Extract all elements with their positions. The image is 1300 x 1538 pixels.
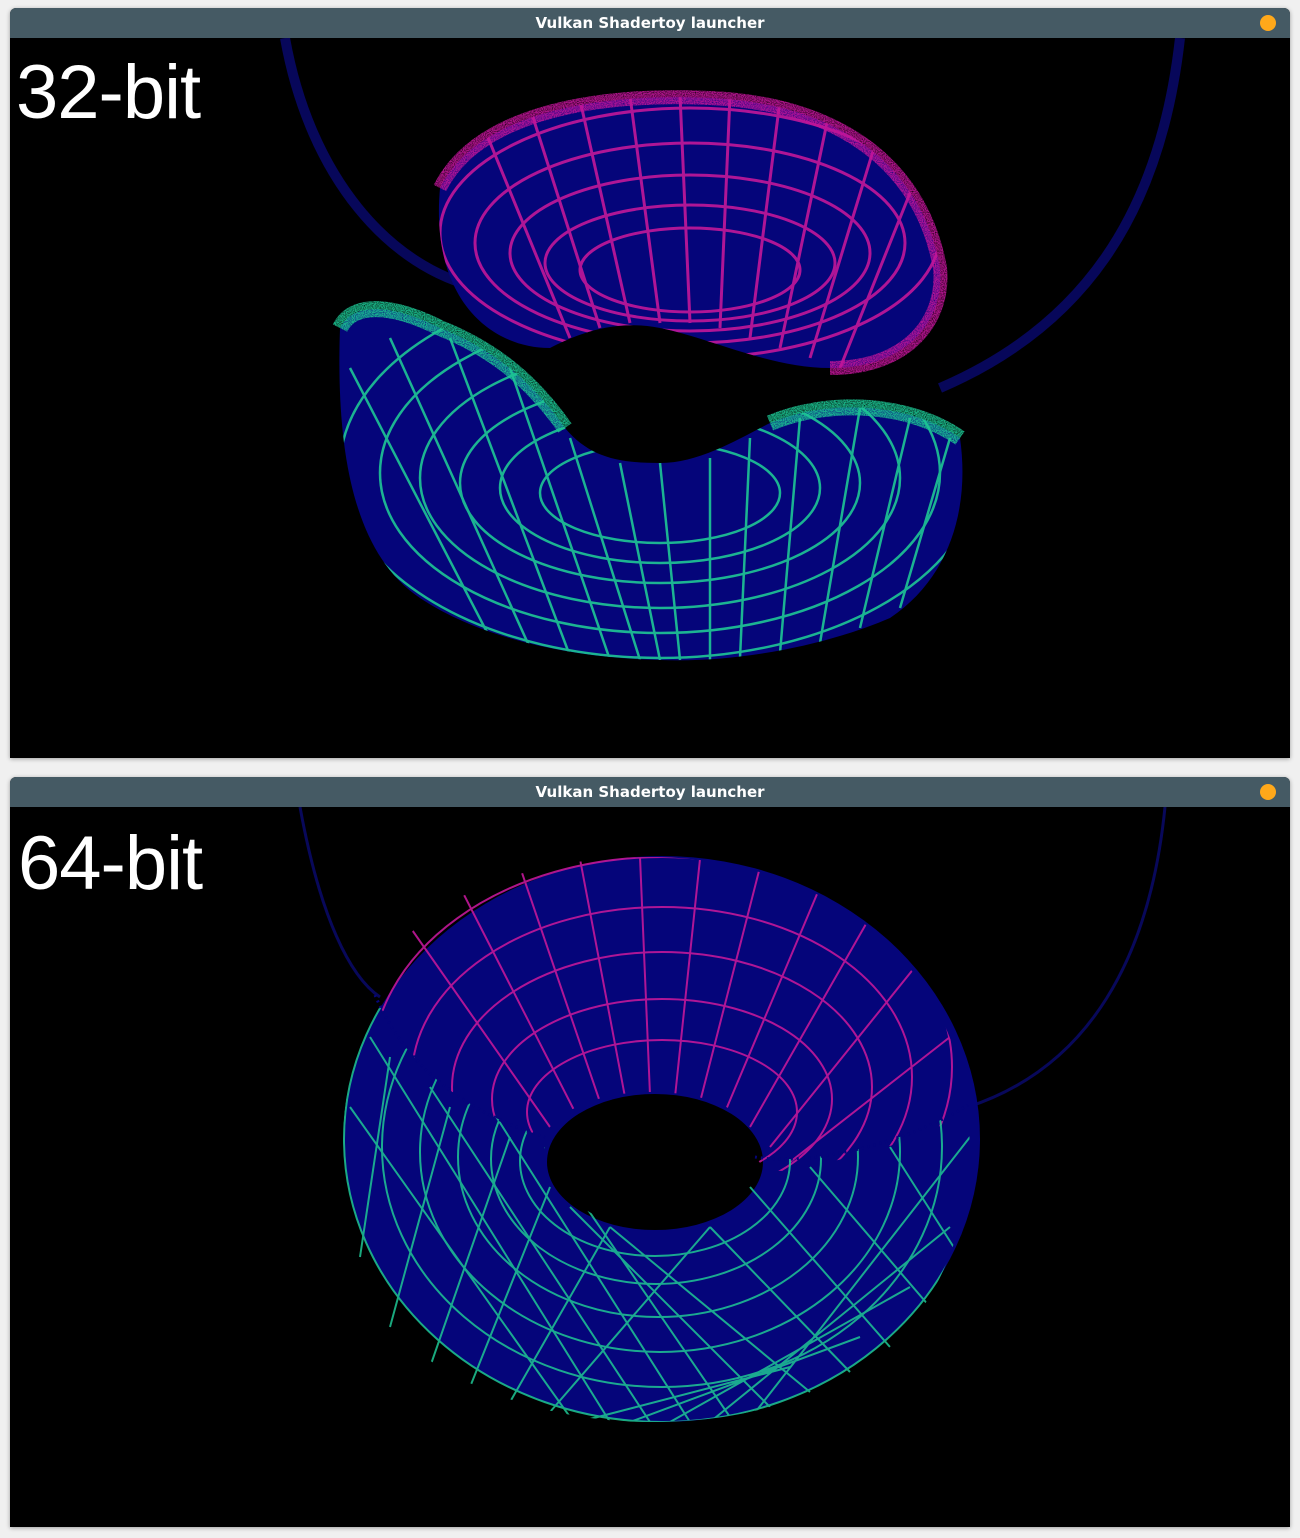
window-title: Vulkan Shadertoy launcher	[535, 783, 765, 801]
torus-render-64bit	[298, 807, 1167, 1422]
window-title: Vulkan Shadertoy launcher	[535, 14, 765, 32]
orange-dot-icon[interactable]	[1260, 15, 1276, 31]
precision-label: 64-bit	[18, 821, 203, 906]
precision-label: 32-bit	[16, 50, 201, 135]
torus-render-32bit	[280, 38, 1185, 661]
titlebar[interactable]: Vulkan Shadertoy launcher	[10, 8, 1290, 38]
render-viewport[interactable]: 32-bit	[10, 38, 1290, 758]
window-32bit: Vulkan Shadertoy launcher	[10, 8, 1290, 758]
titlebar[interactable]: Vulkan Shadertoy launcher	[10, 777, 1290, 807]
window-64bit: Vulkan Shadertoy launcher	[10, 777, 1290, 1527]
render-viewport[interactable]: 64-bit	[10, 807, 1290, 1527]
orange-dot-icon[interactable]	[1260, 784, 1276, 800]
